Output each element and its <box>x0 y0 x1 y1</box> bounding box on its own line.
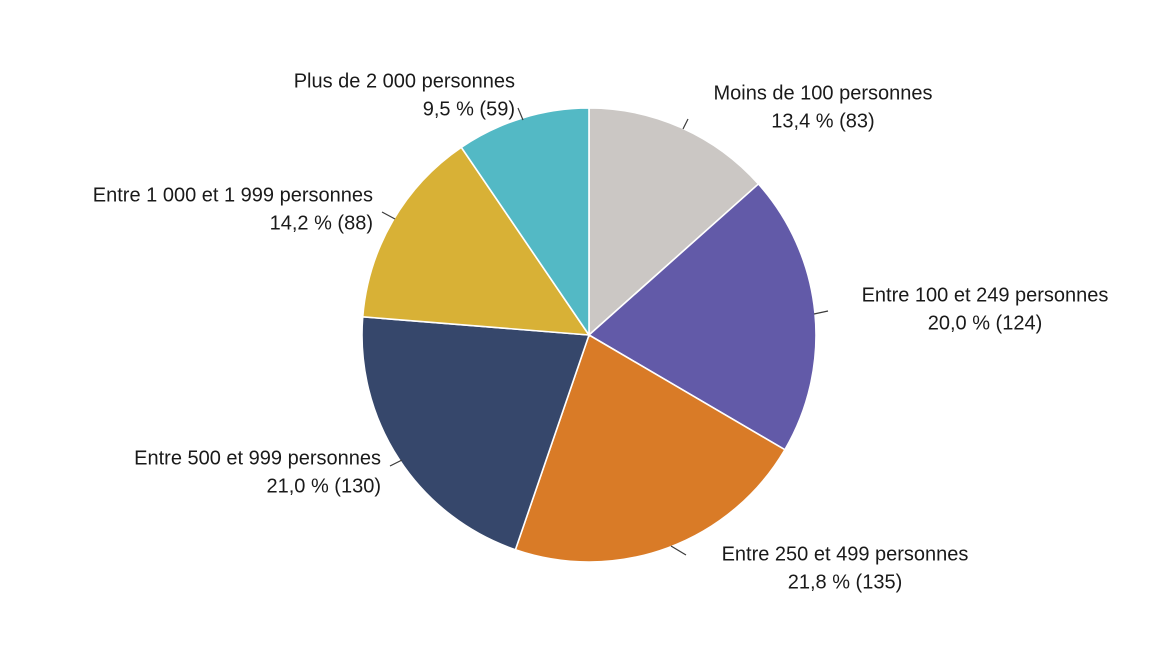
leader-lines-layer <box>381 107 829 556</box>
leader-line-2 <box>813 310 829 315</box>
slices-layer <box>361 107 817 563</box>
slice-label-6: Plus de 2 000 personnes <box>294 70 515 92</box>
leader-line-4 <box>389 459 403 467</box>
pie-slice-4 <box>361 315 591 551</box>
pie-slice-1 <box>588 107 760 337</box>
slice-value-label-4: 21,0 % (130) <box>266 475 381 497</box>
slice-value-label-2: 20,0 % (124) <box>928 312 1043 334</box>
leader-line-3 <box>670 545 687 556</box>
pie-slice-2 <box>587 182 817 451</box>
pie-slice-5 <box>361 146 591 336</box>
labels-layer: Moins de 100 personnes 13,4 % (83) Entre 1… <box>93 70 1109 593</box>
leader-line-6 <box>517 107 524 121</box>
leader-line-5 <box>381 211 396 220</box>
slice-label-1: Moins de 100 personnes <box>713 82 932 104</box>
slice-label-3: Entre 250 et 499 personnes <box>722 543 969 565</box>
pie-slice-3 <box>514 333 786 563</box>
slice-label-5: Entre 1 000 et 1 999 personnes <box>93 184 373 206</box>
leader-line-1 <box>682 118 689 130</box>
slice-value-label-3: 21,8 % (135) <box>788 571 903 593</box>
slice-value-label-1: 13,4 % (83) <box>771 110 874 132</box>
slice-value-label-5: 14,2 % (88) <box>270 212 373 234</box>
slice-label-2: Entre 100 et 249 personnes <box>862 284 1109 306</box>
slice-value-label-6: 9,5 % (59) <box>423 98 515 120</box>
slice-label-4: Entre 500 et 999 personnes <box>134 447 381 469</box>
